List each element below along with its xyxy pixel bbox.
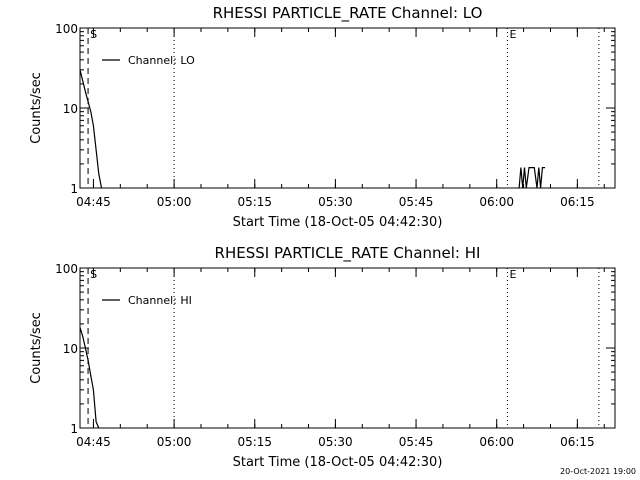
y-tick-label: 1 [70,182,78,196]
x-axis-label: Start Time (18-Oct-05 04:42:30) [233,455,443,470]
chart-title: RHESSI PARTICLE_RATE Channel: HI [215,244,481,263]
x-tick-label: 05:45 [399,195,434,209]
x-tick-label: 06:00 [479,195,514,209]
x-axis-label: Start Time (18-Oct-05 04:42:30) [233,215,443,230]
y-tick-label: 10 [63,342,78,356]
x-tick-label: 05:15 [237,435,272,449]
legend-label: Channel: LO [128,54,195,67]
time-marker-label: S [90,268,97,281]
x-tick-label: 06:15 [560,195,595,209]
series-line [518,167,546,189]
plot-frame [79,27,616,189]
x-tick-label: 06:15 [560,435,595,449]
footer-timestamp: 20-Oct-2021 19:00 [560,467,636,476]
chart-panel-1: RHESSI PARTICLE_RATE Channel: LO 1 10 100 04… [29,4,616,230]
x-tick-label: 05:45 [399,435,434,449]
y-tick-label: 100 [55,22,78,36]
series-line [79,69,103,189]
time-marker-label: S [90,28,97,41]
x-tick-label: 06:00 [479,435,514,449]
y-tick-label: 100 [55,262,78,276]
y-axis-label: Counts/sec [29,312,44,384]
chart-panel-2: RHESSI PARTICLE_RATE Channel: HI 1 10 100 04… [29,244,616,470]
legend-label: Channel: HI [128,294,192,307]
chart-title: RHESSI PARTICLE_RATE Channel: LO [213,4,483,23]
y-tick-label: 10 [63,102,78,116]
x-tick-label: 05:30 [318,435,353,449]
time-marker-label: E [509,28,516,41]
x-tick-label: 05:00 [157,195,192,209]
y-axis-label: Counts/sec [29,72,44,144]
x-tick-label: 05:15 [237,195,272,209]
y-tick-label: 1 [70,422,78,436]
x-tick-label: 05:30 [318,195,353,209]
x-tick-label: 04:45 [76,195,111,209]
plot-frame [79,267,616,429]
time-marker-label: E [509,268,516,281]
series-line [79,327,100,429]
x-tick-label: 05:00 [157,435,192,449]
x-tick-label: 04:45 [76,435,111,449]
